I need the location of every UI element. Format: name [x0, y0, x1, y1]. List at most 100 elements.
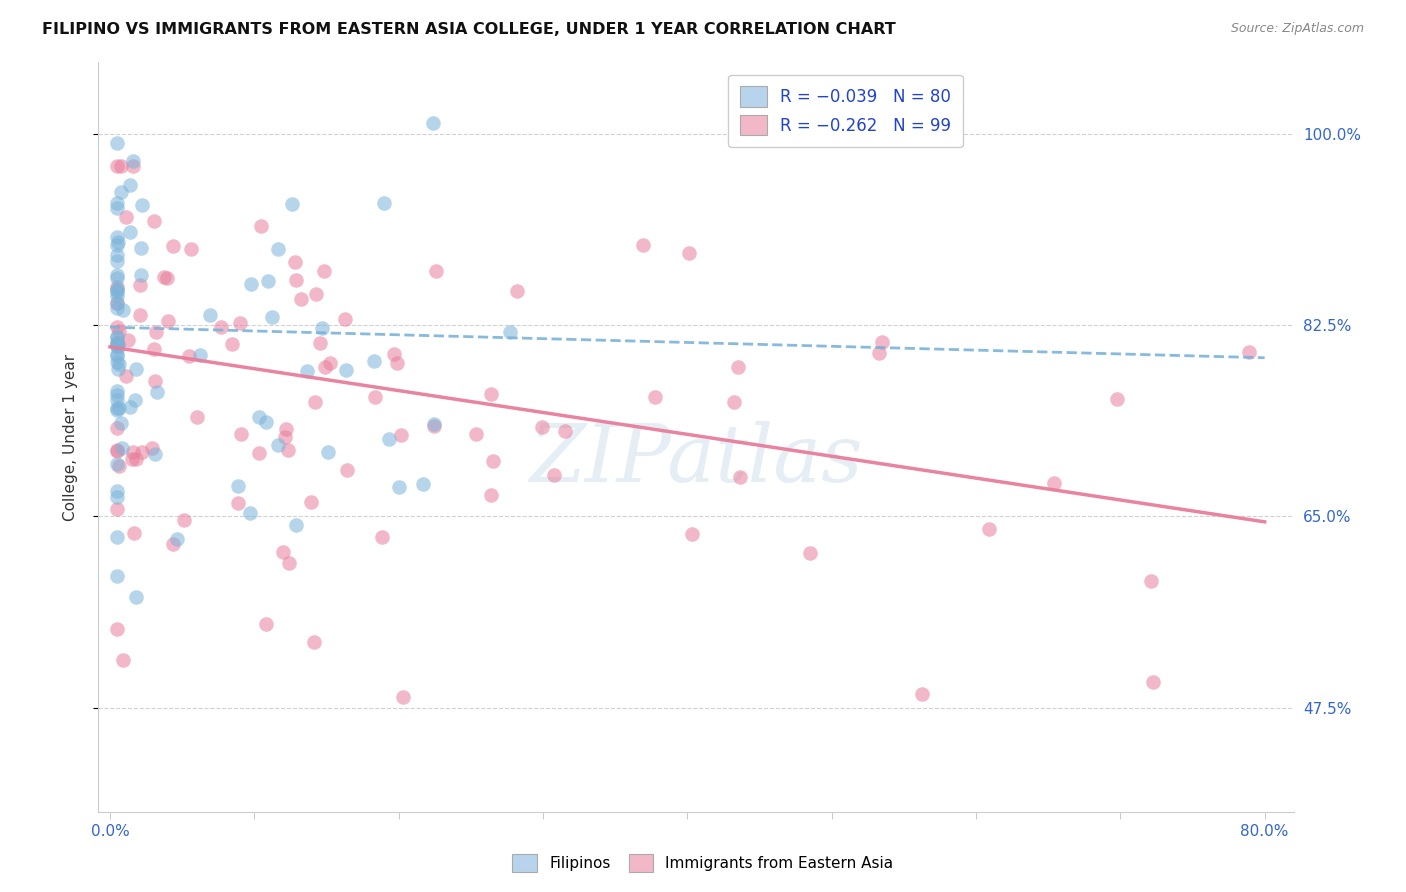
Point [186, 410, 208, 425]
Point [1140, 574, 1163, 588]
Point [422, 115, 444, 129]
Point [107, 357, 129, 371]
Point [129, 241, 152, 255]
Point [314, 360, 336, 375]
Point [105, 388, 128, 402]
Point [314, 264, 336, 278]
Point [422, 418, 444, 433]
Point [290, 293, 312, 307]
Legend: R = −0.039   N = 80, R = −0.262   N = 99: R = −0.039 N = 80, R = −0.262 N = 99 [728, 75, 963, 147]
Point [373, 196, 395, 211]
Point [180, 242, 202, 256]
Point [506, 284, 529, 298]
Point [250, 219, 273, 233]
Point [129, 277, 152, 292]
Point [221, 337, 243, 351]
Point [105, 330, 128, 344]
Point [105, 283, 128, 297]
Point [124, 362, 146, 376]
Point [107, 340, 129, 354]
Point [305, 287, 328, 301]
Point [239, 277, 262, 292]
Point [412, 476, 434, 491]
Point [979, 522, 1001, 536]
Point [389, 428, 412, 442]
Point [681, 526, 703, 541]
Point [188, 348, 211, 362]
Point [112, 653, 135, 667]
Point [388, 480, 411, 494]
Point [271, 545, 294, 559]
Point [105, 421, 128, 435]
Point [105, 271, 128, 285]
Point [121, 154, 143, 169]
Point [179, 349, 201, 363]
Point [105, 339, 128, 353]
Point [363, 353, 385, 368]
Point [153, 269, 176, 284]
Point [110, 159, 132, 173]
Point [143, 374, 166, 388]
Point [105, 355, 128, 369]
Point [226, 496, 249, 510]
Point [125, 590, 148, 604]
Point [105, 490, 128, 504]
Point [105, 402, 128, 417]
Point [281, 197, 304, 211]
Point [267, 242, 290, 256]
Point [311, 321, 333, 335]
Point [105, 442, 128, 457]
Point [247, 410, 270, 425]
Point [121, 451, 143, 466]
Point [274, 422, 297, 436]
Point [1043, 475, 1066, 490]
Point [105, 295, 128, 310]
Point [156, 270, 179, 285]
Point [110, 185, 132, 199]
Point [115, 368, 138, 383]
Point [105, 136, 128, 150]
Point [363, 390, 385, 404]
Point [142, 343, 165, 357]
Point [105, 295, 128, 310]
Point [284, 518, 307, 533]
Point [728, 470, 751, 484]
Point [120, 178, 142, 192]
Point [114, 210, 136, 224]
Point [107, 324, 129, 338]
Point [105, 319, 128, 334]
Point [129, 308, 152, 322]
Point [105, 253, 128, 268]
Point [122, 526, 145, 541]
Point [209, 320, 232, 334]
Text: FILIPINO VS IMMIGRANTS FROM EASTERN ASIA COLLEGE, UNDER 1 YEAR CORRELATION CHART: FILIPINO VS IMMIGRANTS FROM EASTERN ASIA… [42, 22, 896, 37]
Point [122, 159, 145, 173]
Point [481, 454, 503, 468]
Point [304, 395, 326, 409]
Point [124, 452, 146, 467]
Point [239, 506, 262, 520]
Point [105, 443, 128, 458]
Point [145, 384, 167, 399]
Point [336, 463, 359, 477]
Point [335, 311, 357, 326]
Point [554, 424, 576, 438]
Point [284, 254, 307, 268]
Point [105, 569, 128, 583]
Point [378, 432, 401, 446]
Point [299, 495, 322, 509]
Point [108, 401, 131, 416]
Point [105, 238, 128, 252]
Point [105, 196, 128, 211]
Point [166, 533, 188, 547]
Point [479, 386, 502, 401]
Y-axis label: College, Under 1 year: College, Under 1 year [63, 353, 77, 521]
Point [309, 336, 332, 351]
Point [145, 325, 167, 339]
Point [105, 285, 128, 300]
Point [911, 687, 934, 701]
Point [723, 395, 745, 409]
Point [260, 310, 283, 324]
Point [129, 268, 152, 282]
Point [226, 478, 249, 492]
